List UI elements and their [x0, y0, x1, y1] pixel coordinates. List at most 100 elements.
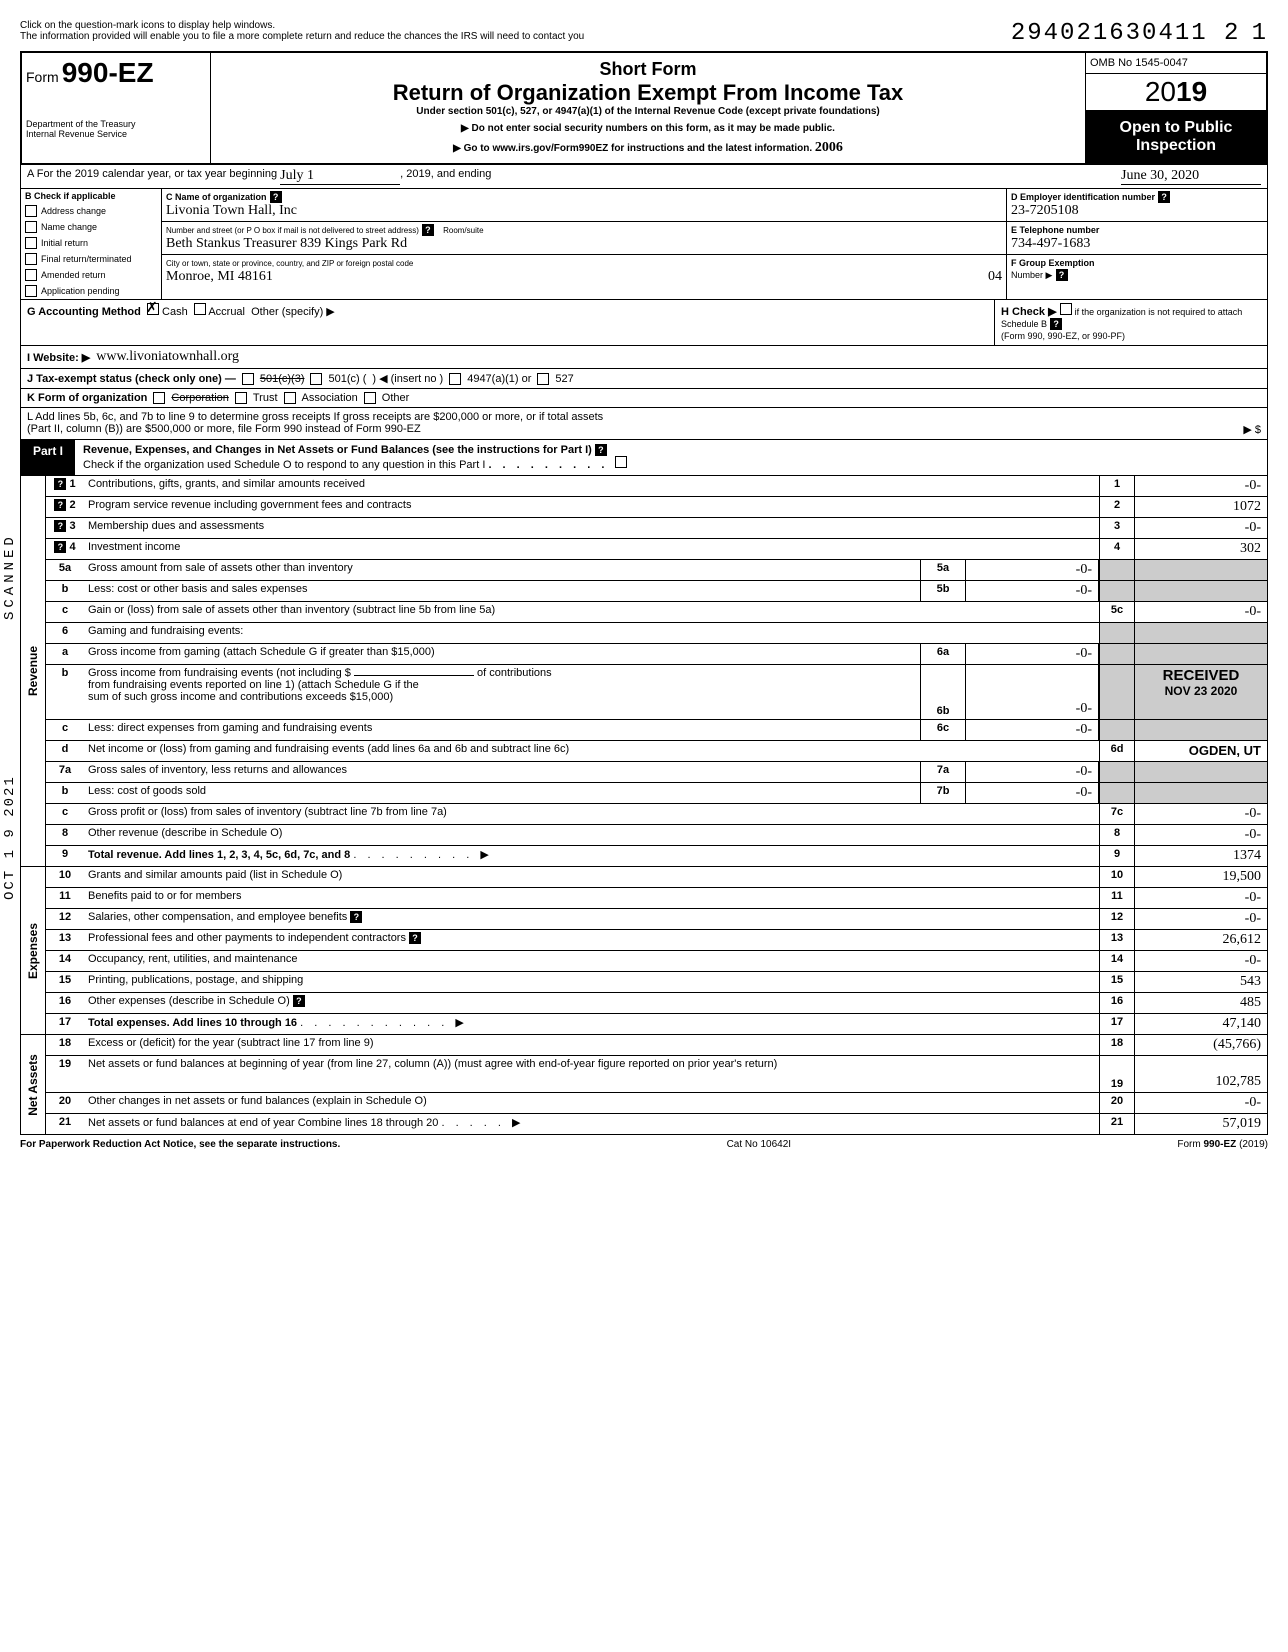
street-value[interactable]: Beth Stankus Treasurer 839 Kings Park Rd	[166, 236, 407, 251]
line-15-rn: 15	[1099, 972, 1135, 992]
line-20-rn: 20	[1099, 1093, 1135, 1113]
line-13-val[interactable]: 26,612	[1135, 930, 1267, 950]
line-20-val[interactable]: -0-	[1135, 1093, 1267, 1113]
l-text2: (Part II, column (B)) are $500,000 or mo…	[27, 423, 421, 436]
help-icon[interactable]: ?	[54, 499, 66, 511]
chk-527[interactable]	[537, 373, 549, 385]
help-icon[interactable]: ?	[293, 995, 305, 1007]
line-6a-mv[interactable]: -0-	[966, 644, 1099, 664]
line-21-val[interactable]: 57,019	[1135, 1114, 1267, 1134]
row-j: J Tax-exempt status (check only one) — 5…	[20, 369, 1268, 389]
chk-initial[interactable]: Initial return	[21, 235, 161, 251]
line-10-num: 10	[46, 867, 84, 887]
shaded-cell	[1099, 783, 1135, 803]
chk-other[interactable]	[364, 392, 376, 404]
help-icon[interactable]: ?	[54, 478, 66, 490]
line-1-val[interactable]: -0-	[1135, 476, 1267, 496]
line-5a-num: 5a	[46, 560, 84, 580]
cash-label: Cash	[162, 306, 188, 318]
help-icon[interactable]: ?	[595, 444, 607, 456]
ein-value[interactable]: 23-7205108	[1011, 203, 1079, 218]
city-value[interactable]: Monroe, MI 48161	[166, 269, 273, 284]
help-icon[interactable]: ?	[54, 520, 66, 532]
org-name-value[interactable]: Livonia Town Hall, Inc	[166, 203, 297, 218]
line-6c-desc: Less: direct expenses from gaming and fu…	[84, 720, 920, 740]
line-6d-num: d	[46, 741, 84, 761]
line-6c-mv[interactable]: -0-	[966, 720, 1099, 740]
chk-final-label: Final return/terminated	[41, 254, 132, 264]
chk-amended[interactable]: Amended return	[21, 267, 161, 283]
footer: For Paperwork Reduction Act Notice, see …	[20, 1135, 1268, 1154]
help-icon[interactable]: ?	[1050, 318, 1062, 330]
line-18-rn: 18	[1099, 1035, 1135, 1055]
k-other: Other	[382, 392, 410, 404]
line-7a-mv[interactable]: -0-	[966, 762, 1099, 782]
chk-trust[interactable]	[235, 392, 247, 404]
shaded-cell	[1099, 623, 1135, 643]
line-6b-mv[interactable]: -0-	[966, 665, 1099, 719]
line-12-val[interactable]: -0-	[1135, 909, 1267, 929]
line-2-val[interactable]: 1072	[1135, 497, 1267, 517]
chk-name[interactable]: Name change	[21, 219, 161, 235]
line-8-val[interactable]: -0-	[1135, 825, 1267, 845]
chk-assoc[interactable]	[284, 392, 296, 404]
chk-accrual[interactable]	[194, 303, 206, 315]
line-15-val[interactable]: 543	[1135, 972, 1267, 992]
part1-title-text: Revenue, Expenses, and Changes in Net As…	[83, 444, 592, 456]
j-527: 527	[555, 373, 573, 385]
chk-pending[interactable]: Application pending	[21, 283, 161, 299]
line-7b-mv[interactable]: -0-	[966, 783, 1099, 803]
line-5c-val[interactable]: -0-	[1135, 602, 1267, 622]
line-9-text: Total revenue. Add lines 1, 2, 3, 4, 5c,…	[88, 849, 350, 861]
chk-501c3[interactable]	[242, 373, 254, 385]
chk-501c[interactable]	[310, 373, 322, 385]
chk-cash[interactable]: ✗	[147, 303, 159, 315]
page-stamp: 1	[1252, 20, 1268, 47]
line-3-val[interactable]: -0-	[1135, 518, 1267, 538]
chk-final[interactable]: Final return/terminated	[21, 251, 161, 267]
help-icon[interactable]: ?	[1056, 269, 1068, 281]
year-end[interactable]: June 30, 2020	[1121, 168, 1261, 185]
line-16-val[interactable]: 485	[1135, 993, 1267, 1013]
line-16-num: 16	[46, 993, 84, 1013]
help-icon[interactable]: ?	[54, 541, 66, 553]
year-begin[interactable]: July 1	[280, 168, 400, 185]
help-icon[interactable]: ?	[350, 911, 362, 923]
line-5a-mv[interactable]: -0-	[966, 560, 1099, 580]
netassets-label: Net Assets	[26, 1054, 40, 1116]
line-4-val[interactable]: 302	[1135, 539, 1267, 559]
open-public-badge: Open to Public Inspection	[1086, 111, 1266, 163]
form-header: Form 990-EZ Department of the Treasury I…	[20, 51, 1268, 165]
help-icon[interactable]: ?	[409, 932, 421, 944]
help-icon[interactable]: ?	[422, 224, 434, 236]
chk-address[interactable]: Address change	[21, 203, 161, 219]
line-14-rn: 14	[1099, 951, 1135, 971]
line-10-val[interactable]: 19,500	[1135, 867, 1267, 887]
help-icon[interactable]: ?	[1158, 191, 1170, 203]
ein-label: D Employer identification number	[1011, 192, 1155, 202]
chk-sched-o[interactable]	[615, 456, 627, 468]
year-suffix: 19	[1176, 76, 1207, 107]
b-label: B Check if applicable	[21, 189, 161, 203]
website-value[interactable]: www.livoniatownhall.org	[96, 349, 239, 365]
phone-value[interactable]: 734-497-1683	[1011, 236, 1090, 251]
line-14: 14 Occupancy, rent, utilities, and maint…	[46, 951, 1267, 972]
line-5c-num: c	[46, 602, 84, 622]
k-corp: Corporation	[171, 392, 228, 404]
line-18: 18 Excess or (deficit) for the year (sub…	[46, 1035, 1267, 1056]
line-9-val[interactable]: 1374	[1135, 846, 1267, 866]
chk-sched-b[interactable]	[1060, 303, 1072, 315]
line-18-val[interactable]: (45,766)	[1135, 1035, 1267, 1055]
line-14-val[interactable]: -0-	[1135, 951, 1267, 971]
help-icon[interactable]: ?	[270, 191, 282, 203]
line-11-val[interactable]: -0-	[1135, 888, 1267, 908]
line-7c-val[interactable]: -0-	[1135, 804, 1267, 824]
line-19-val[interactable]: 102,785	[1135, 1056, 1267, 1092]
line-7a-num: 7a	[46, 762, 84, 782]
chk-corp[interactable]	[153, 392, 165, 404]
line-6a-desc: Gross income from gaming (attach Schedul…	[84, 644, 920, 664]
line-17-val[interactable]: 47,140	[1135, 1014, 1267, 1034]
chk-4947[interactable]	[449, 373, 461, 385]
line-5b-mv[interactable]: -0-	[966, 581, 1099, 601]
line-1-rn: 1	[1099, 476, 1135, 496]
